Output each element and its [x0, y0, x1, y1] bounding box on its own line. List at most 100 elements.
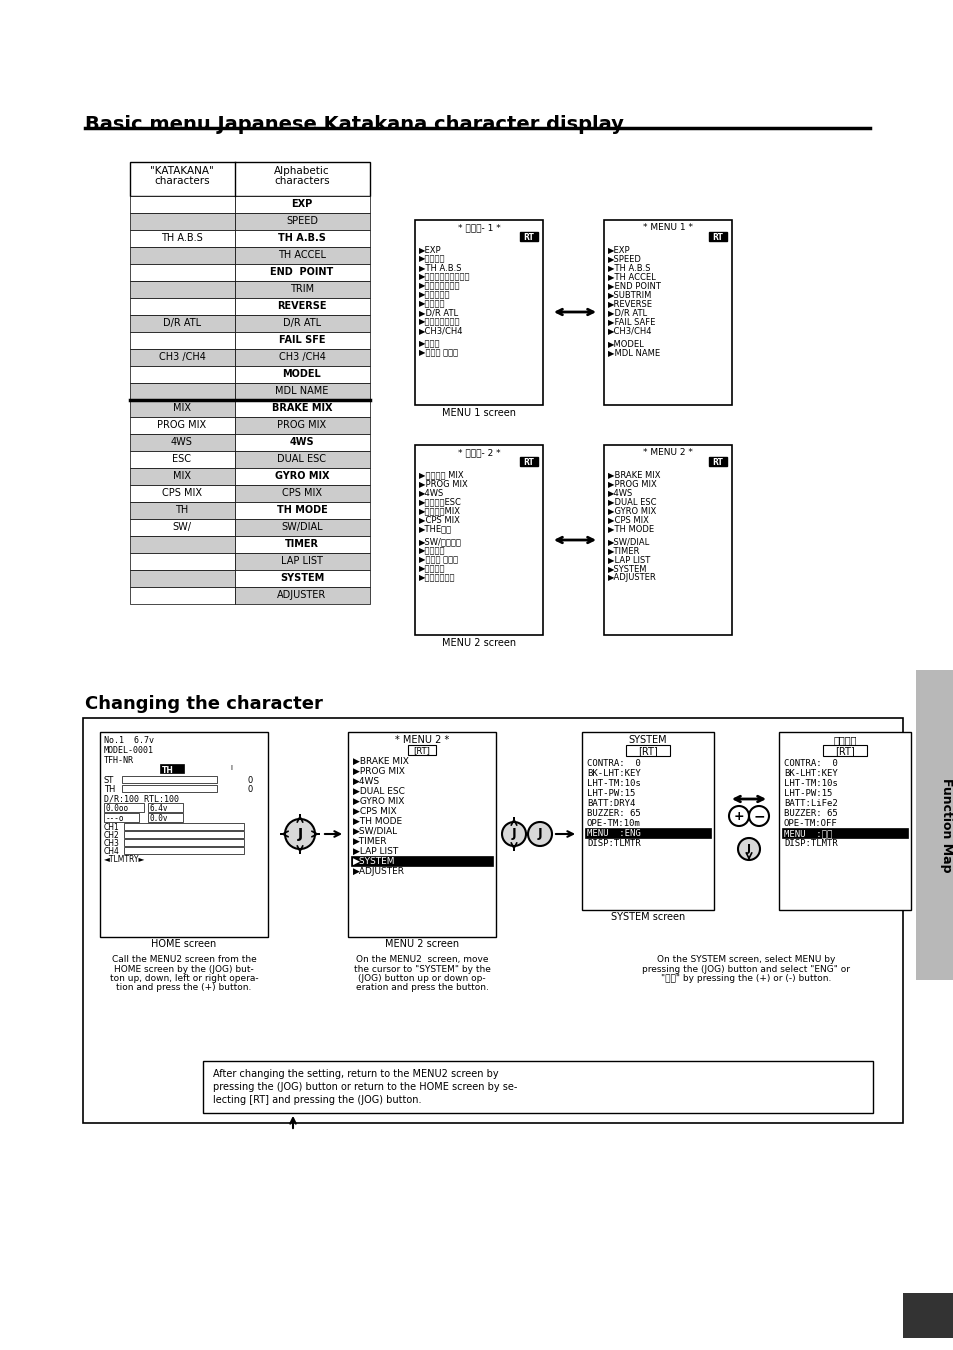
Text: ▶4WS: ▶4WS [418, 487, 444, 497]
Text: ▶TH ACCEL: ▶TH ACCEL [607, 271, 655, 281]
Bar [130, 281, 234, 298]
Text: MENU 2 screen: MENU 2 screen [384, 940, 458, 949]
Bar [130, 518, 234, 536]
Text: EXP: EXP [291, 198, 313, 209]
Bar [708, 232, 726, 242]
Bar [781, 828, 907, 838]
Bar [234, 281, 370, 298]
Text: HOME screen by the (JOG) but-: HOME screen by the (JOG) but- [114, 964, 253, 973]
Text: RT: RT [712, 234, 722, 242]
Bar [234, 518, 370, 536]
Bar [915, 670, 953, 980]
Text: SW/DIAL: SW/DIAL [281, 522, 322, 532]
Text: l: l [230, 765, 232, 771]
Bar [234, 315, 370, 332]
Text: ▶D/R ATL: ▶D/R ATL [607, 308, 646, 317]
Text: ▶TH MODE: ▶TH MODE [607, 524, 654, 533]
Bar [130, 570, 234, 587]
Text: SPEED: SPEED [286, 216, 317, 225]
Text: ▶スピード: ▶スピード [418, 254, 445, 263]
Bar [779, 732, 910, 910]
Text: ▶MDL NAME: ▶MDL NAME [607, 348, 659, 356]
Text: ▶リバース: ▶リバース [418, 298, 445, 308]
Text: ▶CPS MIX: ▶CPS MIX [607, 514, 648, 524]
Bar [124, 838, 244, 846]
Text: OPE-TM:10m: OPE-TM:10m [586, 819, 640, 828]
Text: Changing the character: Changing the character [85, 695, 322, 713]
Text: MIX: MIX [172, 471, 191, 481]
Text: ▶TIMER: ▶TIMER [353, 837, 387, 846]
Bar [130, 536, 234, 554]
Text: After changing the setting, return to the MENU2 screen by: After changing the setting, return to th… [213, 1069, 498, 1079]
Text: pressing the (JOG) button and select "ENG" or: pressing the (JOG) button and select "EN… [641, 964, 849, 973]
Text: ▶アクセラレーション: ▶アクセラレーション [418, 271, 470, 281]
Text: D/R ATL: D/R ATL [163, 319, 201, 328]
Text: TH A.B.S: TH A.B.S [277, 234, 326, 243]
Text: RT: RT [712, 458, 722, 467]
Bar [130, 230, 234, 247]
Text: DISP:TLMTR: DISP:TLMTR [783, 838, 837, 848]
Bar [130, 400, 234, 417]
Circle shape [728, 806, 748, 826]
Text: ▶CPS MIX: ▶CPS MIX [418, 514, 459, 524]
Bar [234, 502, 370, 518]
Text: TRIM: TRIM [290, 284, 314, 294]
Text: TH: TH [175, 505, 189, 514]
Text: LHT-TM:10s: LHT-TM:10s [586, 779, 640, 788]
Bar [124, 846, 244, 855]
Text: ▶SPEED: ▶SPEED [607, 254, 641, 263]
Text: RT: RT [523, 234, 534, 242]
Bar [130, 213, 234, 230]
Text: J: J [511, 828, 516, 841]
Bar [581, 732, 713, 910]
Text: ---o: ---o [106, 814, 125, 824]
Bar [124, 832, 244, 838]
Text: * MENU 2 *: * MENU 2 * [642, 448, 692, 458]
Bar [130, 366, 234, 383]
Text: On the MENU2  screen, move: On the MENU2 screen, move [355, 954, 488, 964]
Text: ▶MODEL: ▶MODEL [607, 339, 644, 348]
Bar [234, 366, 370, 383]
Text: GYRO MIX: GYRO MIX [274, 471, 329, 481]
Text: ▶サブトリム: ▶サブトリム [418, 290, 450, 298]
Text: CPS MIX: CPS MIX [162, 487, 202, 498]
Bar [234, 230, 370, 247]
Text: ▶SYSTEM: ▶SYSTEM [607, 564, 647, 572]
Text: ▶ブレーキ MIX: ▶ブレーキ MIX [418, 470, 463, 479]
Bar [625, 745, 669, 756]
Text: ▶ジャイロMIX: ▶ジャイロMIX [418, 506, 460, 514]
Text: ▶GYRO MIX: ▶GYRO MIX [607, 506, 656, 514]
Bar [130, 315, 234, 332]
Circle shape [748, 806, 768, 826]
Text: TH A.B.S: TH A.B.S [161, 234, 203, 243]
Text: FAIL SFE: FAIL SFE [278, 335, 325, 346]
Text: PROG MIX: PROG MIX [277, 420, 326, 431]
Text: BRAKE MIX: BRAKE MIX [272, 404, 332, 413]
Text: TH MODE: TH MODE [276, 505, 327, 514]
Bar [130, 451, 234, 468]
Text: TH: TH [162, 765, 173, 775]
Text: ▶PROG MIX: ▶PROG MIX [607, 479, 656, 487]
Bar [234, 213, 370, 230]
Text: eration and press the button.: eration and press the button. [355, 984, 488, 992]
Text: ▶EXP: ▶EXP [607, 244, 630, 254]
Text: ▶ラップ リスト: ▶ラップ リスト [418, 555, 457, 564]
Text: DISP:TLMTR: DISP:TLMTR [586, 838, 640, 848]
Text: characters: characters [154, 176, 210, 186]
Bar [519, 232, 537, 242]
Text: ▶SW/ダイイル: ▶SW/ダイイル [418, 537, 461, 545]
Bar [124, 824, 244, 830]
Text: SYSTEM: SYSTEM [279, 572, 324, 583]
Text: Alphabetic: Alphabetic [274, 166, 330, 176]
Text: ▶GYRO MIX: ▶GYRO MIX [353, 796, 404, 806]
Text: CH3: CH3 [104, 838, 120, 848]
Bar [130, 332, 234, 350]
Bar [234, 554, 370, 570]
Text: システム: システム [832, 734, 856, 745]
Text: 4WS: 4WS [171, 437, 193, 447]
Text: ▶ADJUSTER: ▶ADJUSTER [353, 867, 405, 876]
Text: ▶ADJUSTER: ▶ADJUSTER [607, 572, 656, 582]
Text: 6.4v: 6.4v [150, 805, 169, 813]
Bar [234, 196, 370, 213]
Bar [130, 417, 234, 433]
